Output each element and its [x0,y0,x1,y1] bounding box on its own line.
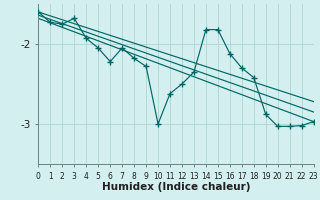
X-axis label: Humidex (Indice chaleur): Humidex (Indice chaleur) [102,182,250,192]
